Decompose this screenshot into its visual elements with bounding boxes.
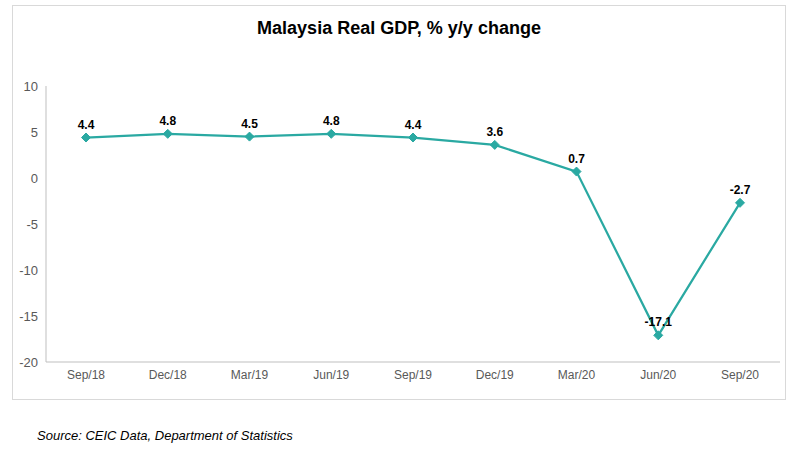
svg-text:Sep/18: Sep/18	[67, 368, 105, 382]
svg-text:-20: -20	[19, 355, 38, 370]
svg-text:Mar/19: Mar/19	[231, 368, 269, 382]
svg-text:-17.1: -17.1	[645, 315, 673, 329]
svg-text:5: 5	[31, 125, 38, 140]
svg-text:-5: -5	[26, 217, 38, 232]
svg-text:10: 10	[24, 79, 38, 94]
svg-text:Jun/19: Jun/19	[313, 368, 349, 382]
svg-text:Sep/20: Sep/20	[721, 368, 759, 382]
svg-text:Jun/20: Jun/20	[640, 368, 676, 382]
svg-text:4.5: 4.5	[241, 117, 258, 131]
html-text:Source: CEIC Data, Department: Source: CEIC Data, Department of Statist…	[37, 428, 293, 443]
svg-text:3.6: 3.6	[486, 125, 503, 139]
svg-text:-2.7: -2.7	[730, 183, 751, 197]
svg-text:Mar/20: Mar/20	[558, 368, 596, 382]
svg-text:-15: -15	[19, 309, 38, 324]
svg-text:0: 0	[31, 171, 38, 186]
svg-text:-10: -10	[19, 263, 38, 278]
svg-text:4.8: 4.8	[159, 114, 176, 128]
svg-text:Dec/19: Dec/19	[476, 368, 514, 382]
svg-text:Dec/18: Dec/18	[149, 368, 187, 382]
svg-text:0.7: 0.7	[568, 152, 585, 166]
svg-text:4.8: 4.8	[323, 114, 340, 128]
svg-text:Sep/19: Sep/19	[394, 368, 432, 382]
html-text:Malaysia Real GDP, % y/y chang: Malaysia Real GDP, % y/y change	[257, 18, 541, 38]
svg-text:4.4: 4.4	[405, 118, 422, 132]
svg-text:4.4: 4.4	[78, 118, 95, 132]
